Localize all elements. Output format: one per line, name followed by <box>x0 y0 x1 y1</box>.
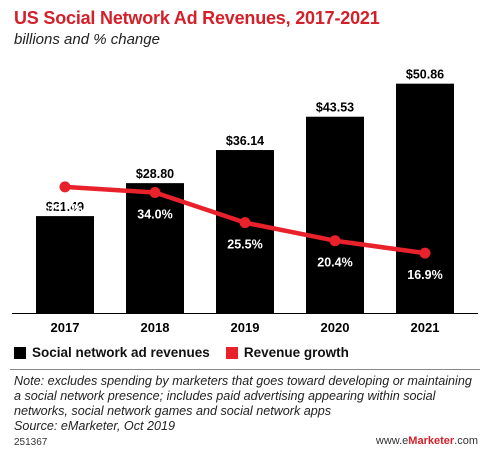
site-link[interactable]: www.eMarketer.com <box>376 435 478 447</box>
x-tick-label: 2017 <box>51 320 80 335</box>
chart-subtitle: billions and % change <box>14 31 160 48</box>
source-text: Source: eMarketer, Oct 2019 <box>14 419 176 433</box>
legend-label-growth: Revenue growth <box>243 345 349 360</box>
legend-item-revenues: Social network ad revenues <box>14 345 210 360</box>
x-tick-label: 2020 <box>321 320 350 335</box>
chart-id: 251367 <box>14 437 48 448</box>
x-tick-label: 2018 <box>141 320 170 335</box>
bar-value-label: $21.49 <box>46 200 84 214</box>
site-suffix: .com <box>454 435 478 447</box>
x-tick-label: 2019 <box>231 320 260 335</box>
legend: Social network ad revenues Revenue growt… <box>14 345 365 360</box>
chart-title: US Social Network Ad Revenues, 2017-2021 <box>14 8 380 28</box>
chart-note: Note: excludes spending by marketers tha… <box>14 374 482 434</box>
bar-value-label: $28.80 <box>136 167 174 181</box>
bar-value-label: $43.53 <box>316 101 354 115</box>
legend-label-revenues: Social network ad revenues <box>32 345 210 360</box>
growth-value-label: 25.5% <box>227 238 262 252</box>
site-prefix: www.e <box>375 435 409 447</box>
growth-value-label: 20.4% <box>317 256 352 270</box>
divider <box>10 369 480 370</box>
growth-point <box>329 235 341 247</box>
note-text: Note: excludes spending by marketers tha… <box>14 374 472 418</box>
growth-point <box>149 187 161 199</box>
legend-swatch-growth <box>225 346 238 359</box>
site-accent: Marketer <box>408 435 455 447</box>
growth-value-label: 34.0% <box>137 208 172 222</box>
bar-value-label: $50.86 <box>406 68 444 82</box>
bar <box>216 150 274 313</box>
chart-area: $21.49 $28.80 $36.14 $43.53 $50.86 2017 2018 20… <box>12 68 478 335</box>
legend-swatch-revenues <box>14 346 26 359</box>
growth-value-label: 35.6% <box>47 202 82 216</box>
bar <box>396 83 454 313</box>
bar <box>36 216 94 313</box>
growth-point <box>59 181 71 193</box>
bar <box>306 116 364 314</box>
growth-point <box>239 217 251 229</box>
legend-item-growth: Revenue growth <box>225 345 349 360</box>
bar-value-label: $36.14 <box>226 134 264 148</box>
bar <box>126 183 184 313</box>
growth-point <box>419 247 431 259</box>
x-tick-label: 2021 <box>411 320 440 335</box>
growth-value-label: 16.9% <box>407 268 442 282</box>
